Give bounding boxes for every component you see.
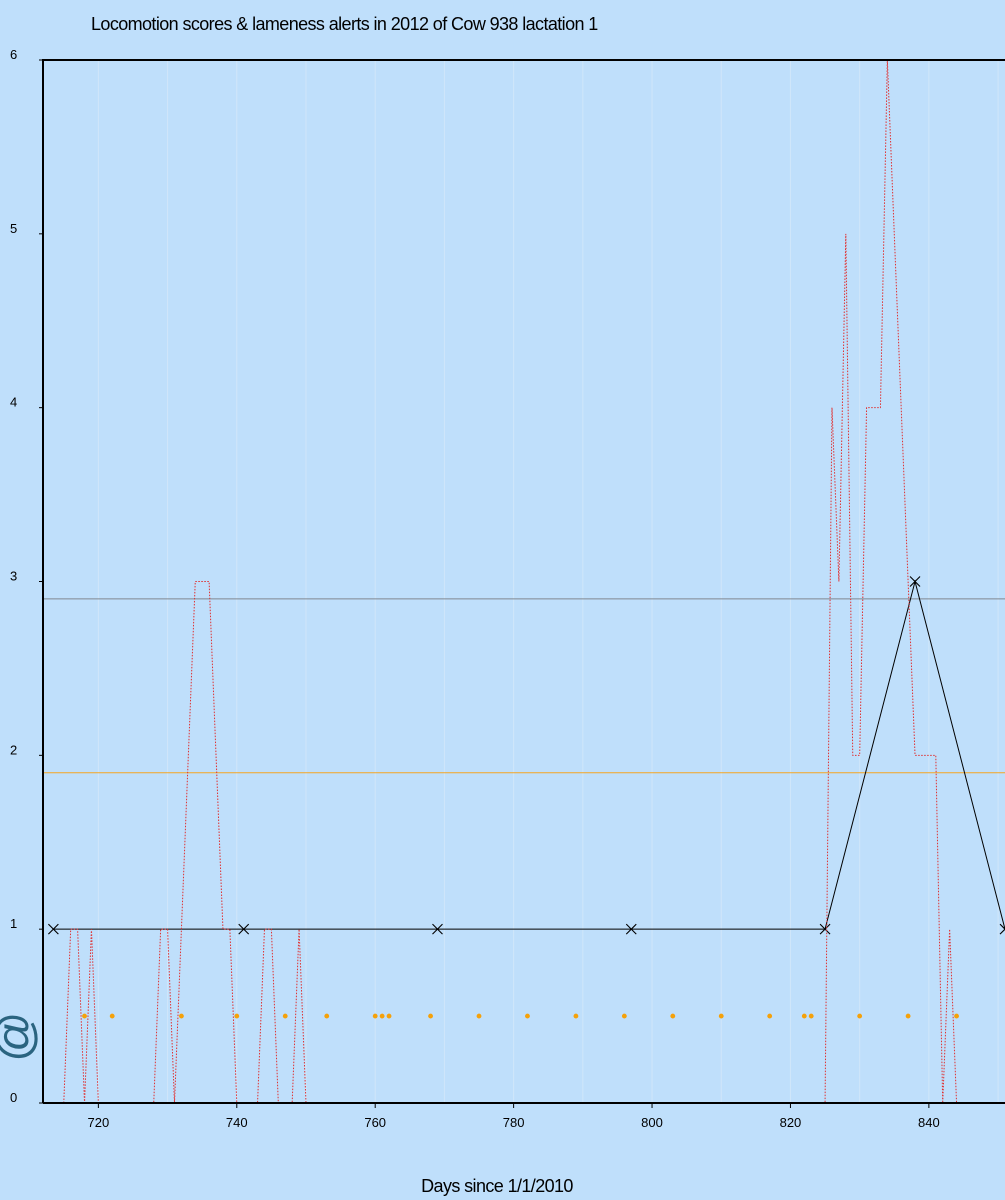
y-tick-label: 3 <box>10 569 17 584</box>
alert-dot <box>179 1014 184 1019</box>
alert-dot <box>906 1014 911 1019</box>
alert-dot <box>670 1014 675 1019</box>
x-tick-label: 740 <box>226 1115 248 1130</box>
x-tick-label: 800 <box>641 1115 663 1130</box>
x-tick-label: 840 <box>918 1115 940 1130</box>
alert-dot <box>719 1014 724 1019</box>
x-tick-label: 780 <box>503 1115 525 1130</box>
x-tick-label: 820 <box>780 1115 802 1130</box>
alert-dot <box>373 1014 378 1019</box>
alert-dot <box>954 1014 959 1019</box>
alert-dot <box>234 1014 239 1019</box>
alert-dot <box>767 1014 772 1019</box>
x-tick-label: 720 <box>88 1115 110 1130</box>
alert-dot <box>622 1014 627 1019</box>
y-tick-label: 2 <box>10 742 17 757</box>
x-marker <box>910 577 920 587</box>
alert-dot <box>574 1014 579 1019</box>
alert-dot <box>387 1014 392 1019</box>
y-tick-label: 6 <box>10 47 17 62</box>
alert-dot <box>428 1014 433 1019</box>
alert-dot <box>110 1014 115 1019</box>
y-tick-label: 0 <box>10 1090 17 1105</box>
y-tick-label: 5 <box>10 221 17 236</box>
grid <box>98 60 998 1103</box>
alert-dot <box>802 1014 807 1019</box>
chart-title: Locomotion scores & lameness alerts in 2… <box>91 14 598 34</box>
alert-dot <box>525 1014 530 1019</box>
series-group <box>48 60 1005 1103</box>
stray-glyph: @ <box>0 1011 42 1062</box>
x-axis-label: Days since 1/1/2010 <box>421 1176 573 1196</box>
alert-dot <box>283 1014 288 1019</box>
y-axis-ticks: 0 1 2 3 4 5 6 <box>10 47 43 1105</box>
alert-dot <box>324 1014 329 1019</box>
score-series-line <box>64 60 957 1103</box>
alert-dot <box>380 1014 385 1019</box>
y-tick-label: 1 <box>10 916 17 931</box>
alert-dot <box>82 1014 87 1019</box>
x-tick-label: 760 <box>364 1115 386 1130</box>
threshold-lines <box>43 599 1005 773</box>
alert-dot <box>809 1014 814 1019</box>
y-tick-label: 4 <box>10 395 17 410</box>
x-axis-ticks: 720 740 760 780 800 820 840 <box>88 1103 940 1130</box>
alert-dot <box>477 1014 482 1019</box>
alert-dot <box>857 1014 862 1019</box>
axes <box>43 59 1005 1103</box>
